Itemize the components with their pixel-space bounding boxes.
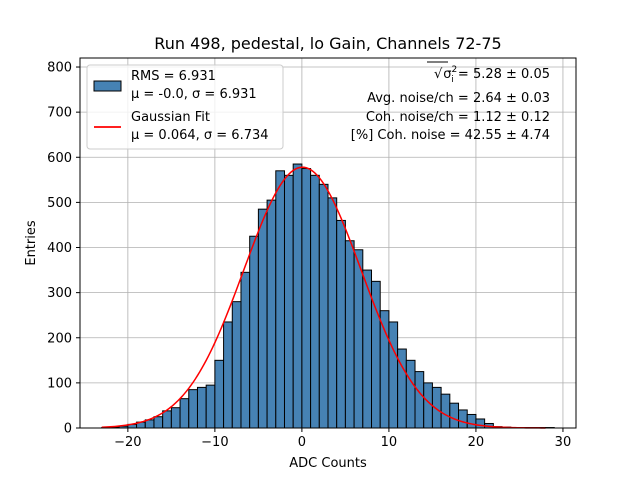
legend-histogram-label: RMS = 6.931	[131, 69, 216, 84]
histogram-bars	[101, 163, 555, 429]
legend-fit-label: Gaussian Fit	[131, 110, 210, 125]
annotation-sigma-total: √σ2 i = 5.28 ± 0.05	[434, 65, 550, 85]
y-tick-label: 300	[47, 286, 72, 301]
histogram-bar	[249, 235, 259, 429]
x-tick-label: −10	[201, 435, 228, 450]
histogram-bar	[475, 418, 486, 429]
grid-lines	[80, 58, 576, 429]
histogram-bar	[162, 410, 172, 429]
histogram-bar	[440, 393, 451, 429]
annotation-avg-noise: Avg. noise/ch = 2.64 ± 0.03	[367, 91, 550, 106]
histogram-bar	[318, 183, 329, 429]
histogram-bar	[371, 280, 381, 429]
histogram-bar	[353, 249, 364, 429]
y-axis-ticks: 0 100 200 300 400 500 600 700 800	[47, 61, 80, 437]
histogram-bar	[223, 321, 233, 429]
histogram-bar	[336, 219, 346, 429]
histogram-bar	[344, 240, 355, 429]
x-tick-label: 20	[468, 435, 485, 450]
histogram-bar	[240, 271, 251, 429]
legend-histogram-swatch	[93, 80, 122, 92]
histogram-bar	[275, 170, 285, 429]
chart-title: Run 498, pedestal, lo Gain, Channels 72-…	[154, 34, 501, 53]
x-axis-ticks: −20 −10 0 10 20 30	[114, 428, 571, 450]
histogram-bar	[231, 301, 242, 429]
histogram-bar	[283, 174, 294, 429]
y-axis-label: Entries	[24, 220, 39, 266]
histogram-bar	[301, 168, 312, 429]
annotation-coh-noise-percent: [%] Coh. noise = 42.55 ± 4.74	[351, 128, 550, 143]
x-tick-label: 10	[381, 435, 398, 450]
plot-frame	[79, 57, 577, 429]
histogram-bar	[266, 199, 277, 429]
y-tick-label: 700	[47, 106, 72, 121]
histogram-bar	[449, 402, 460, 429]
histogram-bar	[466, 413, 477, 429]
histogram-bar	[310, 174, 320, 429]
x-tick-label: −20	[114, 435, 141, 450]
histogram-bar	[458, 409, 468, 429]
legend-box	[86, 64, 284, 150]
histogram-bar	[196, 386, 207, 429]
y-tick-label: 800	[47, 61, 72, 76]
x-tick-label: 0	[298, 435, 306, 450]
y-tick-label: 100	[47, 376, 72, 391]
histogram-bar	[414, 371, 425, 429]
histogram-bar	[205, 384, 216, 429]
histogram-bar	[188, 389, 198, 429]
x-axis-label: ADC Counts	[289, 456, 367, 471]
legend-fit-stats: μ = 0.064, σ = 6.734	[131, 128, 269, 143]
legend: RMS = 6.931 μ = -0.0, σ = 6.931 Gaussian…	[86, 64, 284, 150]
histogram-bar	[153, 416, 164, 429]
y-tick-label: 400	[47, 241, 72, 256]
histogram-bar	[327, 197, 338, 429]
y-tick-label: 500	[47, 196, 72, 211]
annotation-coh-noise: Coh. noise/ch = 1.12 ± 0.12	[366, 110, 550, 125]
y-tick-label: 0	[64, 422, 72, 437]
noise-annotations: √σ2 i = 5.28 ± 0.05 Avg. noise/ch = 2.64 …	[351, 61, 550, 143]
histogram-bar	[214, 359, 225, 429]
histogram-bar	[179, 398, 190, 429]
histogram-bar	[379, 310, 390, 429]
legend-histogram-stats: μ = -0.0, σ = 6.931	[131, 87, 257, 102]
histogram-bar	[257, 208, 268, 429]
histogram-bar	[405, 359, 416, 429]
x-tick-label: 30	[555, 435, 572, 450]
histogram-bar	[388, 321, 399, 429]
y-tick-label: 200	[47, 331, 72, 346]
histogram-bar	[292, 163, 303, 429]
gaussian-fit-line	[101, 166, 546, 429]
y-tick-label: 600	[47, 151, 72, 166]
histogram-bar	[170, 407, 181, 429]
